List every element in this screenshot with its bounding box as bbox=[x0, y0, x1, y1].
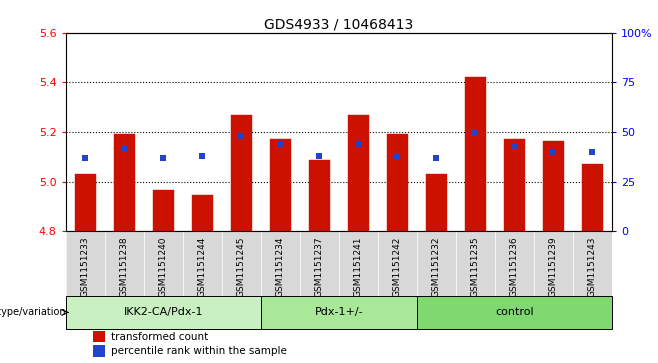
Title: GDS4933 / 10468413: GDS4933 / 10468413 bbox=[265, 17, 413, 32]
Text: genotype/variation: genotype/variation bbox=[0, 307, 66, 317]
Bar bbox=[426, 174, 447, 231]
Text: GSM1151233: GSM1151233 bbox=[81, 236, 89, 297]
Bar bbox=[261, 296, 417, 329]
Text: IKK2-CA/Pdx-1: IKK2-CA/Pdx-1 bbox=[124, 307, 203, 317]
Text: control: control bbox=[495, 307, 534, 317]
Text: transformed count: transformed count bbox=[111, 332, 208, 342]
Text: percentile rank within the sample: percentile rank within the sample bbox=[111, 346, 286, 356]
Bar bbox=[191, 195, 213, 231]
Text: GSM1151238: GSM1151238 bbox=[120, 236, 129, 297]
Bar bbox=[582, 164, 603, 231]
Bar bbox=[347, 115, 369, 231]
Text: GSM1151245: GSM1151245 bbox=[237, 236, 246, 297]
Text: GSM1151242: GSM1151242 bbox=[393, 236, 402, 297]
Bar bbox=[309, 160, 330, 231]
Text: GSM1151237: GSM1151237 bbox=[315, 236, 324, 297]
Text: GSM1151243: GSM1151243 bbox=[588, 236, 597, 297]
Text: GSM1151232: GSM1151232 bbox=[432, 236, 441, 297]
Text: GSM1151234: GSM1151234 bbox=[276, 236, 285, 297]
Bar bbox=[465, 77, 486, 231]
Bar bbox=[270, 139, 291, 231]
Text: GSM1151239: GSM1151239 bbox=[549, 236, 558, 297]
Text: Pdx-1+/-: Pdx-1+/- bbox=[315, 307, 363, 317]
Bar bbox=[66, 296, 261, 329]
Bar bbox=[93, 345, 105, 357]
Bar bbox=[93, 331, 105, 343]
Bar bbox=[543, 140, 564, 231]
Bar bbox=[153, 190, 174, 231]
Bar bbox=[114, 134, 135, 231]
Text: GSM1151241: GSM1151241 bbox=[354, 236, 363, 297]
Text: GSM1151236: GSM1151236 bbox=[510, 236, 519, 297]
Bar bbox=[74, 174, 96, 231]
Text: GSM1151240: GSM1151240 bbox=[159, 236, 168, 297]
Bar bbox=[417, 296, 612, 329]
Bar bbox=[387, 134, 408, 231]
Text: GSM1151235: GSM1151235 bbox=[471, 236, 480, 297]
Text: GSM1151244: GSM1151244 bbox=[198, 236, 207, 297]
Bar bbox=[503, 139, 525, 231]
Bar bbox=[230, 115, 252, 231]
